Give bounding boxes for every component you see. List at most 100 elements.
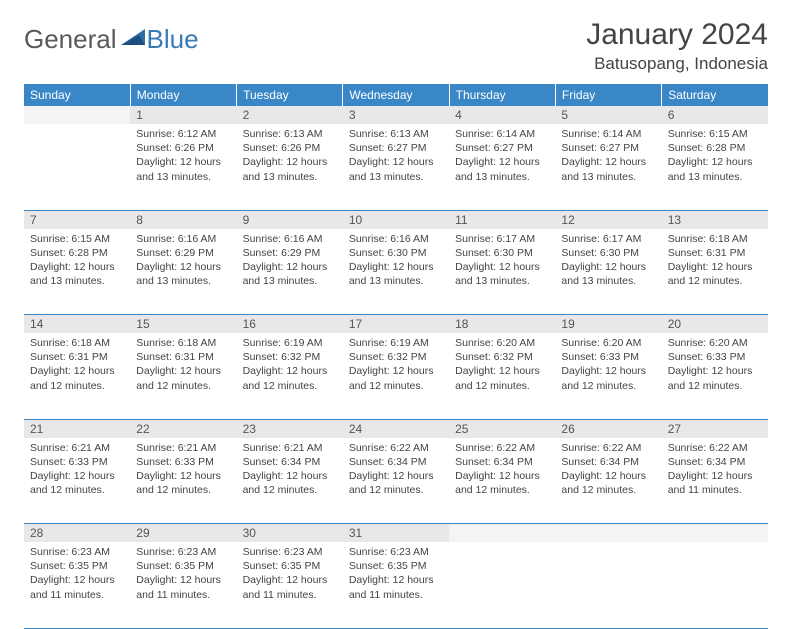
- sunrise-line: Sunrise: 6:21 AM: [30, 442, 110, 454]
- sunrise-line: Sunrise: 6:19 AM: [349, 337, 429, 349]
- sunset-line: Sunset: 6:28 PM: [668, 142, 746, 154]
- daylight-line: Daylight: 12 hours and 11 minutes.: [349, 574, 434, 600]
- sunrise-line: Sunrise: 6:17 AM: [561, 233, 641, 245]
- day-cell: Sunrise: 6:22 AMSunset: 6:34 PMDaylight:…: [343, 438, 449, 524]
- day-number: 7: [24, 210, 130, 229]
- sunrise-line: Sunrise: 6:21 AM: [136, 442, 216, 454]
- day-number: 22: [130, 419, 236, 438]
- sunrise-line: Sunrise: 6:18 AM: [30, 337, 110, 349]
- sunset-line: Sunset: 6:28 PM: [30, 247, 108, 259]
- sunset-line: Sunset: 6:32 PM: [349, 351, 427, 363]
- sunrise-line: Sunrise: 6:14 AM: [561, 128, 641, 140]
- sunset-line: Sunset: 6:32 PM: [455, 351, 533, 363]
- day-number: [24, 106, 130, 124]
- day-cell: Sunrise: 6:19 AM Sunset: 6:32 PM Daylight:…: [343, 333, 449, 419]
- daylight-line: Daylight: 12 hours and 11 minutes.: [136, 574, 221, 600]
- day-header-wednesday: Wednesday: [343, 84, 449, 106]
- day-number: 1: [130, 106, 236, 124]
- header: General Blue January 2024 Batusopang, In…: [24, 18, 768, 74]
- day-cell: [449, 542, 555, 628]
- sunset-line: Sunset: 6:35 PM: [136, 560, 214, 572]
- day-number: 29: [130, 524, 236, 543]
- day-cell: Sunrise: 6:20 AMSunset: 6:32 PMDaylight:…: [449, 333, 555, 419]
- day-cell: Sunrise: 6:14 AMSunset: 6:27 PMDaylight:…: [449, 124, 555, 210]
- day-cell: Sunrise: 6:14 AM Sunset: 6:27 PM Daylight:…: [555, 124, 661, 210]
- sunrise-line: Sunrise: 6:23 AM: [30, 546, 110, 558]
- daylight-line: Daylight: 12 hours and 12 minutes.: [349, 365, 434, 391]
- week-2-daynum-row: 14151617181920: [24, 315, 768, 334]
- sunset-line: Sunset: 6:35 PM: [243, 560, 321, 572]
- sunrise-line: Sunrise: 6:12 AM: [136, 128, 216, 140]
- daylight-line: Daylight: 12 hours and 12 minutes.: [668, 261, 753, 287]
- day-cell: Sunrise: 6:18 AMSunset: 6:31 PMDaylight:…: [662, 229, 768, 315]
- day-cell: Sunrise: 6:22 AMSunset: 6:34 PMDaylight:…: [555, 438, 661, 524]
- day-number: 28: [24, 524, 130, 543]
- day-cell: [24, 124, 130, 210]
- month-title: January 2024: [586, 18, 768, 52]
- sunset-line: Sunset: 6:26 PM: [243, 142, 321, 154]
- sunrise-line: Sunrise: 6:16 AM: [136, 233, 216, 245]
- day-number: 24: [343, 419, 449, 438]
- daylight-line: Daylight: 12 hours and 12 minutes.: [561, 470, 646, 496]
- week-4-daynum-row: 28293031: [24, 524, 768, 543]
- daylight-line: Daylight: 12 hours and 12 minutes.: [561, 365, 646, 391]
- title-block: January 2024 Batusopang, Indonesia: [586, 18, 768, 74]
- day-cell: Sunrise: 6:15 AMSunset: 6:28 PMDaylight:…: [24, 229, 130, 315]
- daylight-line: Daylight: 12 hours and 13 minutes.: [561, 156, 646, 182]
- sunset-line: Sunset: 6:27 PM: [561, 142, 639, 154]
- day-cell: Sunrise: 6:18 AM Sunset: 6:31 PM Daylight:…: [24, 333, 130, 419]
- day-cell: Sunrise: 6:18 AMSunset: 6:31 PMDaylight:…: [130, 333, 236, 419]
- day-cell: Sunrise: 6:16 AM Sunset: 6:30 PM Daylight:…: [343, 229, 449, 315]
- day-number: 20: [662, 315, 768, 334]
- week-4-content-row: Sunrise: 6:23 AM Sunset: 6:35 PM Daylight:…: [24, 542, 768, 628]
- week-3-content-row: Sunrise: 6:21 AMSunset: 6:33 PMDaylight:…: [24, 438, 768, 524]
- daylight-line: Daylight: 12 hours and 13 minutes.: [243, 156, 328, 182]
- sunrise-line: Sunrise: 6:20 AM: [561, 337, 641, 349]
- day-cell: Sunrise: 6:23 AMSunset: 6:35 PMDaylight:…: [237, 542, 343, 628]
- daylight-line: Daylight: 12 hours and 13 minutes.: [243, 261, 328, 287]
- daylight-line: Daylight: 12 hours and 12 minutes.: [30, 365, 115, 391]
- day-number: 17: [343, 315, 449, 334]
- day-cell: Sunrise: 6:23 AMSunset: 6:35 PMDaylight:…: [343, 542, 449, 628]
- daylight-line: Daylight: 12 hours and 13 minutes.: [455, 261, 540, 287]
- sunrise-line: Sunrise: 6:16 AM: [349, 233, 429, 245]
- daylight-line: Daylight: 12 hours and 13 minutes.: [30, 261, 115, 287]
- day-number: 31: [343, 524, 449, 543]
- sunrise-line: Sunrise: 6:22 AM: [455, 442, 535, 454]
- sunset-line: Sunset: 6:34 PM: [349, 456, 427, 468]
- day-cell: Sunrise: 6:13 AMSunset: 6:26 PMDaylight:…: [237, 124, 343, 210]
- daylight-line: Daylight: 12 hours and 12 minutes.: [668, 365, 753, 391]
- calendar-body: 123456Sunrise: 6:12 AMSunset: 6:26 PMDay…: [24, 106, 768, 628]
- location: Batusopang, Indonesia: [586, 54, 768, 74]
- day-number: 18: [449, 315, 555, 334]
- sunrise-line: Sunrise: 6:22 AM: [668, 442, 748, 454]
- daylight-line: Daylight: 12 hours and 11 minutes.: [668, 470, 753, 496]
- daylight-line: Daylight: 12 hours and 11 minutes.: [243, 574, 328, 600]
- daylight-line: Daylight: 12 hours and 12 minutes.: [243, 365, 328, 391]
- day-header-monday: Monday: [130, 84, 236, 106]
- daylight-line: Daylight: 12 hours and 12 minutes.: [243, 470, 328, 496]
- day-number: 23: [237, 419, 343, 438]
- day-number: 9: [237, 210, 343, 229]
- day-number: 2: [237, 106, 343, 124]
- week-1-daynum-row: 78910111213: [24, 210, 768, 229]
- day-number: 5: [555, 106, 661, 124]
- sunset-line: Sunset: 6:31 PM: [30, 351, 108, 363]
- daylight-line: Daylight: 12 hours and 12 minutes.: [455, 470, 540, 496]
- sunrise-line: Sunrise: 6:18 AM: [136, 337, 216, 349]
- week-3-daynum-row: 21222324252627: [24, 419, 768, 438]
- sunrise-line: Sunrise: 6:19 AM: [243, 337, 323, 349]
- sunset-line: Sunset: 6:35 PM: [349, 560, 427, 572]
- sunset-line: Sunset: 6:27 PM: [455, 142, 533, 154]
- daylight-line: Daylight: 12 hours and 12 minutes.: [136, 470, 221, 496]
- day-cell: Sunrise: 6:16 AMSunset: 6:29 PMDaylight:…: [237, 229, 343, 315]
- day-header-saturday: Saturday: [662, 84, 768, 106]
- sunrise-line: Sunrise: 6:14 AM: [455, 128, 535, 140]
- sunset-line: Sunset: 6:27 PM: [349, 142, 427, 154]
- logo-triangle-icon: [121, 27, 147, 52]
- day-number: 16: [237, 315, 343, 334]
- sunset-line: Sunset: 6:30 PM: [349, 247, 427, 259]
- daylight-line: Daylight: 12 hours and 13 minutes.: [349, 261, 434, 287]
- day-number: 25: [449, 419, 555, 438]
- sunset-line: Sunset: 6:30 PM: [561, 247, 639, 259]
